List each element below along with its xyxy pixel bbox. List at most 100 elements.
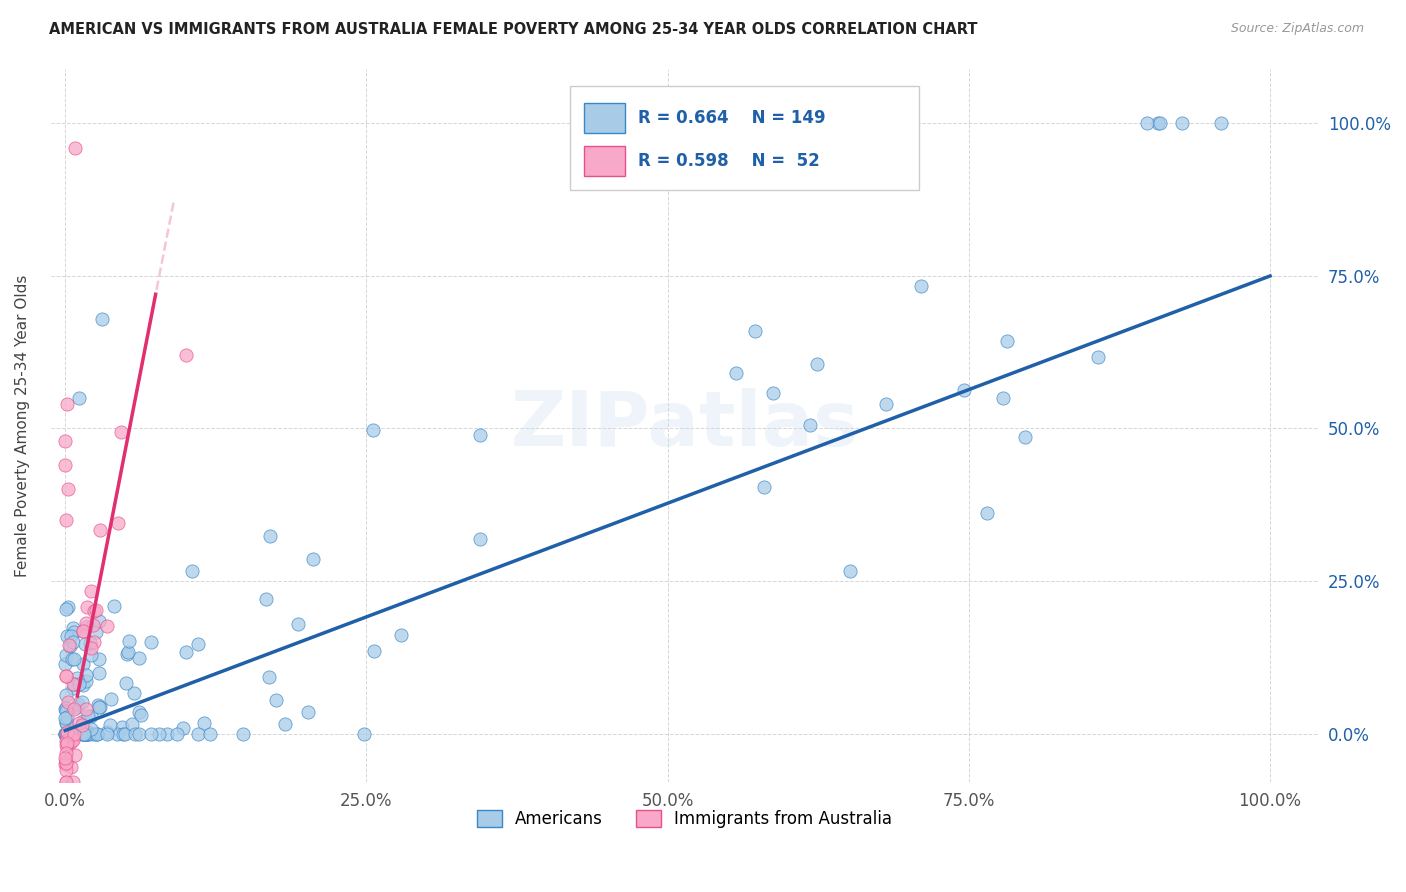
Point (297, 705, 319, 719)
Point (75, 674, 97, 689)
Point (55, 397, 77, 411)
Point (62, 727, 84, 741)
Point (754, 480, 776, 494)
Point (72, 714, 94, 728)
Point (72, 624, 94, 639)
Point (353, 726, 375, 740)
Point (77, 726, 100, 740)
Point (63, 748, 86, 763)
Point (84, 603, 107, 617)
Point (121, 716, 143, 731)
Point (63, 625, 86, 640)
Point (55, 775, 77, 789)
Point (75, 702, 97, 716)
Point (60, 651, 83, 665)
Point (200, 726, 222, 740)
Point (87, 652, 110, 666)
Point (724, 367, 747, 381)
Point (55, 775, 77, 789)
Point (53, 434, 76, 448)
Point (976, 506, 998, 520)
Point (80, 723, 103, 737)
Point (56, 710, 79, 724)
Point (56, 740, 79, 755)
Point (110, 425, 132, 439)
Point (53, 657, 76, 672)
Point (55, 738, 77, 752)
Text: R = 0.664    N = 149: R = 0.664 N = 149 (638, 109, 825, 127)
Point (96, 726, 118, 740)
Point (287, 617, 309, 632)
Point (56, 695, 79, 709)
Point (1149, 116, 1171, 130)
Point (953, 383, 976, 397)
Point (55, 513, 77, 527)
Point (59, 726, 82, 740)
Point (114, 676, 136, 690)
Point (60, 726, 83, 740)
Point (128, 651, 150, 665)
Point (59, 726, 82, 740)
Point (96, 724, 118, 739)
FancyBboxPatch shape (585, 146, 626, 176)
Point (55, 701, 77, 715)
Point (70, 718, 93, 732)
Point (254, 591, 277, 606)
Point (72, 624, 94, 639)
Point (70, 695, 93, 709)
Point (55, 726, 77, 740)
Point (187, 726, 209, 740)
Point (55, 602, 77, 616)
Point (67, 715, 90, 730)
Point (128, 706, 150, 720)
FancyBboxPatch shape (585, 103, 626, 133)
Point (62, 726, 84, 740)
Point (63, 726, 86, 740)
Point (67, 697, 90, 711)
Point (259, 529, 281, 543)
Point (274, 717, 297, 731)
Point (100, 692, 122, 706)
Point (762, 386, 785, 401)
Point (75, 726, 97, 740)
Point (89, 523, 111, 537)
Point (80, 648, 103, 663)
Point (156, 726, 179, 740)
Point (75, 667, 97, 681)
FancyBboxPatch shape (571, 87, 920, 190)
Point (799, 417, 821, 432)
Text: ZIPatlas: ZIPatlas (510, 388, 859, 462)
Point (259, 670, 281, 684)
Point (107, 516, 129, 530)
Point (232, 726, 254, 740)
Point (59, 735, 82, 749)
Point (112, 726, 135, 740)
Point (72, 726, 94, 740)
Point (63, 677, 86, 691)
Point (1136, 116, 1159, 130)
Point (141, 635, 163, 649)
Point (80, 584, 103, 599)
Point (56, 629, 79, 643)
Point (60, 726, 83, 740)
Point (53, 750, 76, 764)
Point (83, 635, 105, 649)
Point (53, 726, 76, 740)
Point (875, 397, 897, 411)
Point (53, 726, 76, 740)
Point (389, 628, 412, 642)
Point (910, 279, 932, 293)
Point (55, 714, 77, 729)
Text: Source: ZipAtlas.com: Source: ZipAtlas.com (1230, 22, 1364, 36)
Point (77, 726, 100, 740)
Point (67, 391, 90, 405)
Point (56, 726, 79, 740)
Point (83, 604, 105, 618)
Point (100, 718, 122, 732)
Point (172, 721, 194, 735)
Point (77, 709, 100, 723)
Point (56, 483, 79, 497)
Text: R = 0.598    N =  52: R = 0.598 N = 52 (638, 153, 820, 170)
Point (56, 737, 79, 751)
Point (63, 702, 86, 716)
